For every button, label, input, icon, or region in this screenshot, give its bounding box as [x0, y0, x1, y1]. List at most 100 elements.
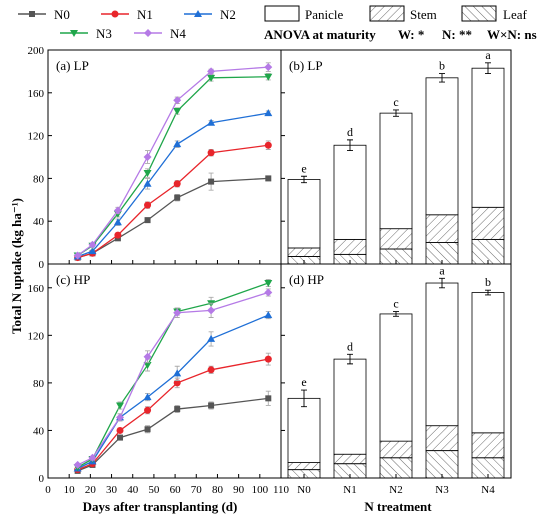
data-point-n1	[144, 406, 152, 414]
data-point-n2	[143, 179, 152, 187]
data-point-n0	[174, 194, 181, 201]
data-point-n3	[116, 402, 125, 410]
x-tick-label: N3	[435, 484, 449, 496]
square-marker-icon	[29, 11, 35, 17]
panel-label: (a) LP	[56, 58, 89, 73]
series-line-n1	[77, 358, 269, 471]
data-point-n4	[207, 306, 216, 315]
bar-segment-leaf	[471, 238, 505, 265]
anova-legend: ANOVA at maturity W: * N: ** W×N: ns	[264, 27, 537, 42]
x-tick-label: 70	[191, 484, 203, 496]
x-tick-label: N1	[343, 484, 356, 496]
x-tick-label: N4	[481, 484, 495, 496]
significance-letter: c	[393, 297, 398, 311]
data-point-n0	[208, 402, 215, 409]
data-point-n1	[207, 149, 215, 157]
x-tick-label: 60	[170, 484, 182, 496]
data-point-n1	[207, 366, 215, 374]
data-point-n4	[207, 67, 216, 76]
data-point-n4	[73, 460, 82, 469]
series-line-n2	[77, 314, 269, 470]
bar-segment-stem	[379, 228, 413, 250]
y-tick-label: 120	[28, 131, 45, 143]
data-point-n2	[173, 369, 182, 377]
legend-item-n4: N4	[134, 26, 186, 41]
data-point-n1	[173, 379, 181, 387]
data-point-n0	[144, 426, 151, 433]
data-point-n2	[143, 393, 152, 401]
x-tick-label: 10	[64, 484, 76, 496]
x-tick-label: 20	[85, 484, 97, 496]
x-axis-label-treatment: N treatment	[364, 499, 432, 514]
data-point-n0	[144, 217, 151, 224]
significance-letter: b	[485, 275, 491, 289]
y-tick-label: 0	[39, 473, 45, 485]
data-point-n4	[264, 288, 273, 297]
error-bar	[301, 389, 307, 408]
data-point-n2	[207, 118, 216, 126]
legend-label-panicle: Panicle	[305, 7, 343, 22]
error-bar	[485, 289, 491, 296]
data-point-n3	[207, 74, 216, 82]
legend-label-n4: N4	[170, 26, 186, 41]
y-tick-label: 0	[39, 259, 45, 271]
data-point-n2	[207, 334, 216, 342]
significance-letter: e	[301, 375, 306, 389]
bar-segment-panicle	[287, 397, 321, 463]
data-point-n4	[143, 153, 152, 161]
triangle-up-marker-icon	[194, 10, 202, 17]
data-point-n1	[114, 231, 122, 239]
data-point-n1	[173, 180, 181, 188]
data-point-n0	[174, 406, 181, 413]
bar-segment-panicle	[287, 179, 321, 249]
y-tick-label: 160	[28, 283, 45, 295]
significance-letter: b	[439, 59, 445, 73]
data-point-n1	[116, 426, 124, 434]
data-point-n1	[264, 355, 272, 363]
data-point-n3	[143, 362, 152, 370]
data-point-n4	[173, 308, 182, 317]
data-point-n1	[264, 141, 272, 149]
x-tick-label: 0	[45, 484, 51, 496]
bar-segment-stem	[333, 453, 367, 465]
data-point-n4	[264, 63, 273, 72]
data-point-n2	[173, 140, 182, 148]
x-tick-label: N0	[297, 484, 311, 496]
anova-title: ANOVA at maturity	[264, 27, 376, 42]
bar-segment-stem	[333, 238, 367, 255]
data-point-n2	[88, 247, 97, 255]
significance-letter: d	[347, 125, 353, 139]
data-point-n0	[265, 175, 272, 182]
anova-wn: W×N: ns	[487, 27, 537, 42]
x-tick-label: 90	[233, 484, 245, 496]
data-point-n0	[265, 395, 272, 402]
bar-segment-stem	[471, 206, 505, 240]
stem-swatch	[369, 5, 405, 22]
data-point-n4	[116, 413, 125, 422]
panel-a-lp-line: 0 40 80 120 160 200 (a) LP	[28, 45, 282, 271]
diamond-marker-icon	[144, 29, 152, 37]
series-line-n2	[77, 112, 269, 258]
data-point-n3	[173, 107, 182, 115]
bar-segment-stem	[287, 462, 321, 471]
significance-letter: c	[393, 95, 398, 109]
panel-d-hp-bar: e N0 d N1 c N2 a N3 b N4 (d) HP	[280, 263, 512, 496]
data-point-n2	[264, 109, 273, 117]
y-tick-label: 40	[33, 216, 45, 228]
panel-label: (d) HP	[289, 272, 324, 287]
error-bar	[393, 311, 399, 317]
x-tick-label: 110	[273, 484, 290, 496]
bar-segment-panicle	[379, 313, 413, 442]
bar-segment-stem	[287, 247, 321, 257]
y-tick-label: 80	[33, 173, 45, 185]
panel-label: (c) HP	[56, 272, 90, 287]
error-bar	[347, 353, 353, 365]
error-bar	[393, 109, 399, 117]
series-line-n0	[77, 177, 269, 259]
data-point-n4	[173, 96, 182, 105]
error-bar	[347, 139, 353, 152]
legend-label-leaf: Leaf	[503, 7, 527, 22]
leaf-swatch	[461, 5, 497, 22]
stack-legend: Panicle Stem Leaf	[264, 5, 527, 22]
